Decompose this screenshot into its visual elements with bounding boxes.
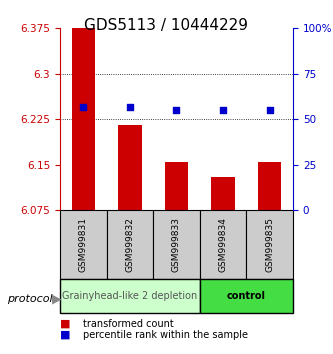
Text: GSM999832: GSM999832 [125,217,135,272]
FancyBboxPatch shape [153,210,200,279]
Text: control: control [227,291,266,301]
FancyBboxPatch shape [60,210,107,279]
Bar [72,28,95,210]
Text: ■: ■ [60,319,71,329]
Text: ■: ■ [60,330,71,339]
Text: GDS5113 / 10444229: GDS5113 / 10444229 [85,18,248,33]
Text: transformed count: transformed count [83,319,174,329]
Point [267,107,272,113]
Text: GSM999835: GSM999835 [265,217,274,272]
Point [220,107,226,113]
FancyBboxPatch shape [107,210,153,279]
Bar [118,125,142,210]
Text: GSM999833: GSM999833 [172,217,181,272]
Bar [211,177,235,210]
FancyBboxPatch shape [246,210,293,279]
Point [174,107,179,113]
Text: GSM999831: GSM999831 [79,217,88,272]
Text: protocol: protocol [7,294,52,304]
Text: ▶: ▶ [52,293,61,306]
Text: percentile rank within the sample: percentile rank within the sample [83,330,248,339]
Point [127,104,133,109]
FancyBboxPatch shape [60,279,200,313]
FancyBboxPatch shape [200,279,293,313]
Text: GSM999834: GSM999834 [218,217,228,272]
Bar [165,162,188,210]
Bar [258,162,281,210]
FancyBboxPatch shape [200,210,246,279]
Point [81,104,86,109]
Text: Grainyhead-like 2 depletion: Grainyhead-like 2 depletion [62,291,197,301]
